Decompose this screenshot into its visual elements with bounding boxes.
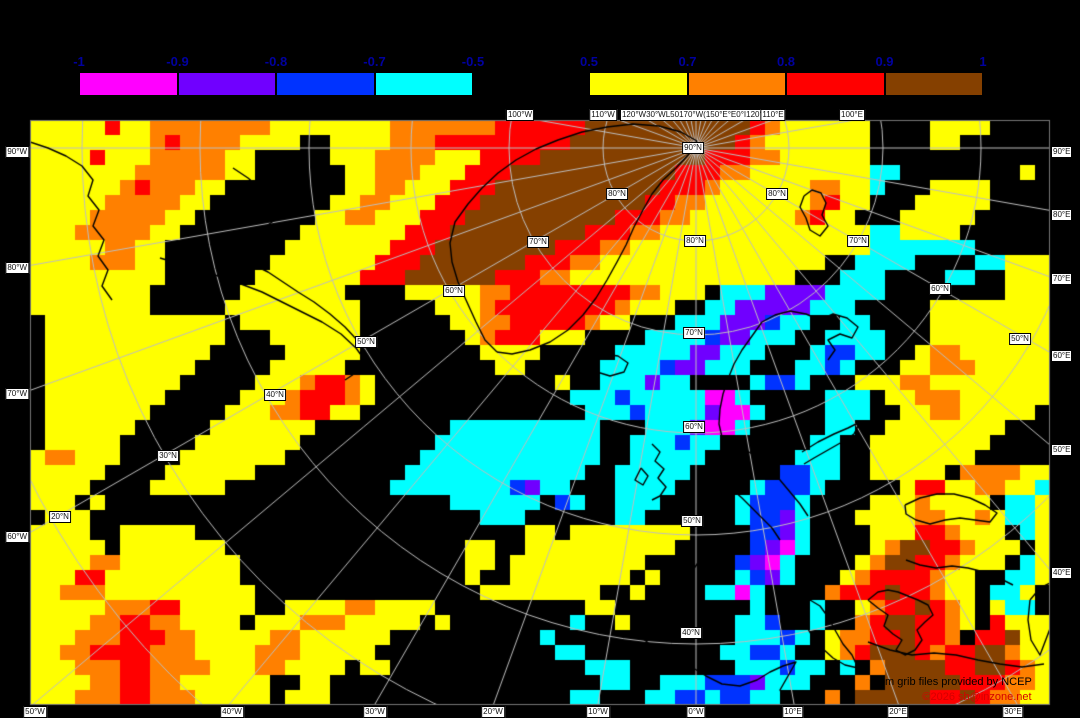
- longitude-label-right: 40°E: [1051, 567, 1073, 579]
- latitude-label: 50°N: [355, 336, 377, 348]
- colorbar-negative-tick-label: -0.7: [363, 54, 386, 69]
- longitude-label-left: 80°W: [5, 262, 29, 274]
- longitude-label-bottom: 30°W: [363, 706, 387, 718]
- colorbar-negative-tick-label: -0.8: [264, 54, 288, 69]
- longitude-label-left: 60°W: [5, 531, 29, 543]
- longitude-label-right: 70°E: [1051, 273, 1073, 285]
- latitude-label: 70°N: [527, 236, 549, 248]
- latitude-label: 40°N: [264, 389, 286, 401]
- latitude-label: 30°N: [157, 450, 179, 462]
- colorbar-positive-tick-label: 1: [979, 54, 987, 69]
- latitude-label: 50°N: [681, 515, 703, 527]
- longitude-label-top: 120°W30°WL50170°W(150°E°E0°I120°E: [619, 109, 771, 121]
- colorbar-negative-tick-label: -0.9: [166, 54, 189, 69]
- longitude-label-bottom: 10°E: [782, 706, 804, 718]
- colorbar-positive-tick-label: 0.8: [776, 54, 796, 69]
- longitude-label-bottom: 50°W: [23, 706, 47, 718]
- latitude-label: 40°N: [680, 627, 702, 639]
- latitude-label: 50°N: [1009, 333, 1031, 345]
- longitude-label-bottom: 20°W: [481, 706, 505, 718]
- colorbar-positive-tick-label: 0.9: [875, 54, 894, 69]
- longitude-label-right: 60°E: [1051, 350, 1073, 362]
- longitude-label-bottom: 30°E: [1002, 706, 1024, 718]
- longitude-label-right: 50°E: [1051, 444, 1073, 456]
- latitude-label: 80°N: [684, 235, 706, 247]
- colorbar-negative-tick-label: -0.5: [461, 54, 485, 69]
- longitude-label-top: 110°E: [760, 109, 786, 121]
- latitude-label: 60°N: [683, 421, 705, 433]
- longitude-label-left: 70°W: [5, 388, 29, 400]
- longitude-label-bottom: 40°W: [220, 706, 244, 718]
- latitude-label: 80°N: [766, 188, 788, 200]
- longitude-label-bottom: 20°E: [887, 706, 909, 718]
- credit-grib-source: from grib files provided by NCEP: [872, 676, 1032, 688]
- longitude-label-bottom: 0°W: [686, 706, 706, 718]
- latitude-label: 90°N: [682, 142, 704, 154]
- latitude-label: 60°N: [443, 285, 465, 297]
- colorbar-positive-tick-label: 0.7: [678, 54, 697, 69]
- longitude-label-right: 80°E: [1051, 209, 1073, 221]
- colorbar-positive-tick-label: 0.5: [579, 54, 599, 69]
- longitude-label-top: 100°E: [839, 109, 865, 121]
- credit-copyright: ©2026 sb@inzone.net: [922, 691, 1032, 703]
- latitude-label: 70°N: [847, 235, 869, 247]
- latitude-label: 80°N: [606, 188, 628, 200]
- longitude-label-top: 100°W: [505, 109, 535, 121]
- latitude-label: 20°N: [49, 511, 71, 523]
- longitude-label-bottom: 10°W: [586, 706, 610, 718]
- latitude-label: 60°N: [929, 283, 951, 295]
- colorbar-negative-tick-label: -1: [73, 54, 85, 69]
- longitude-label-right: 90°E: [1051, 146, 1073, 158]
- longitude-label-left: 90°W: [5, 146, 29, 158]
- latitude-label: 70°N: [683, 327, 705, 339]
- longitude-label-top: 110°W: [589, 109, 617, 121]
